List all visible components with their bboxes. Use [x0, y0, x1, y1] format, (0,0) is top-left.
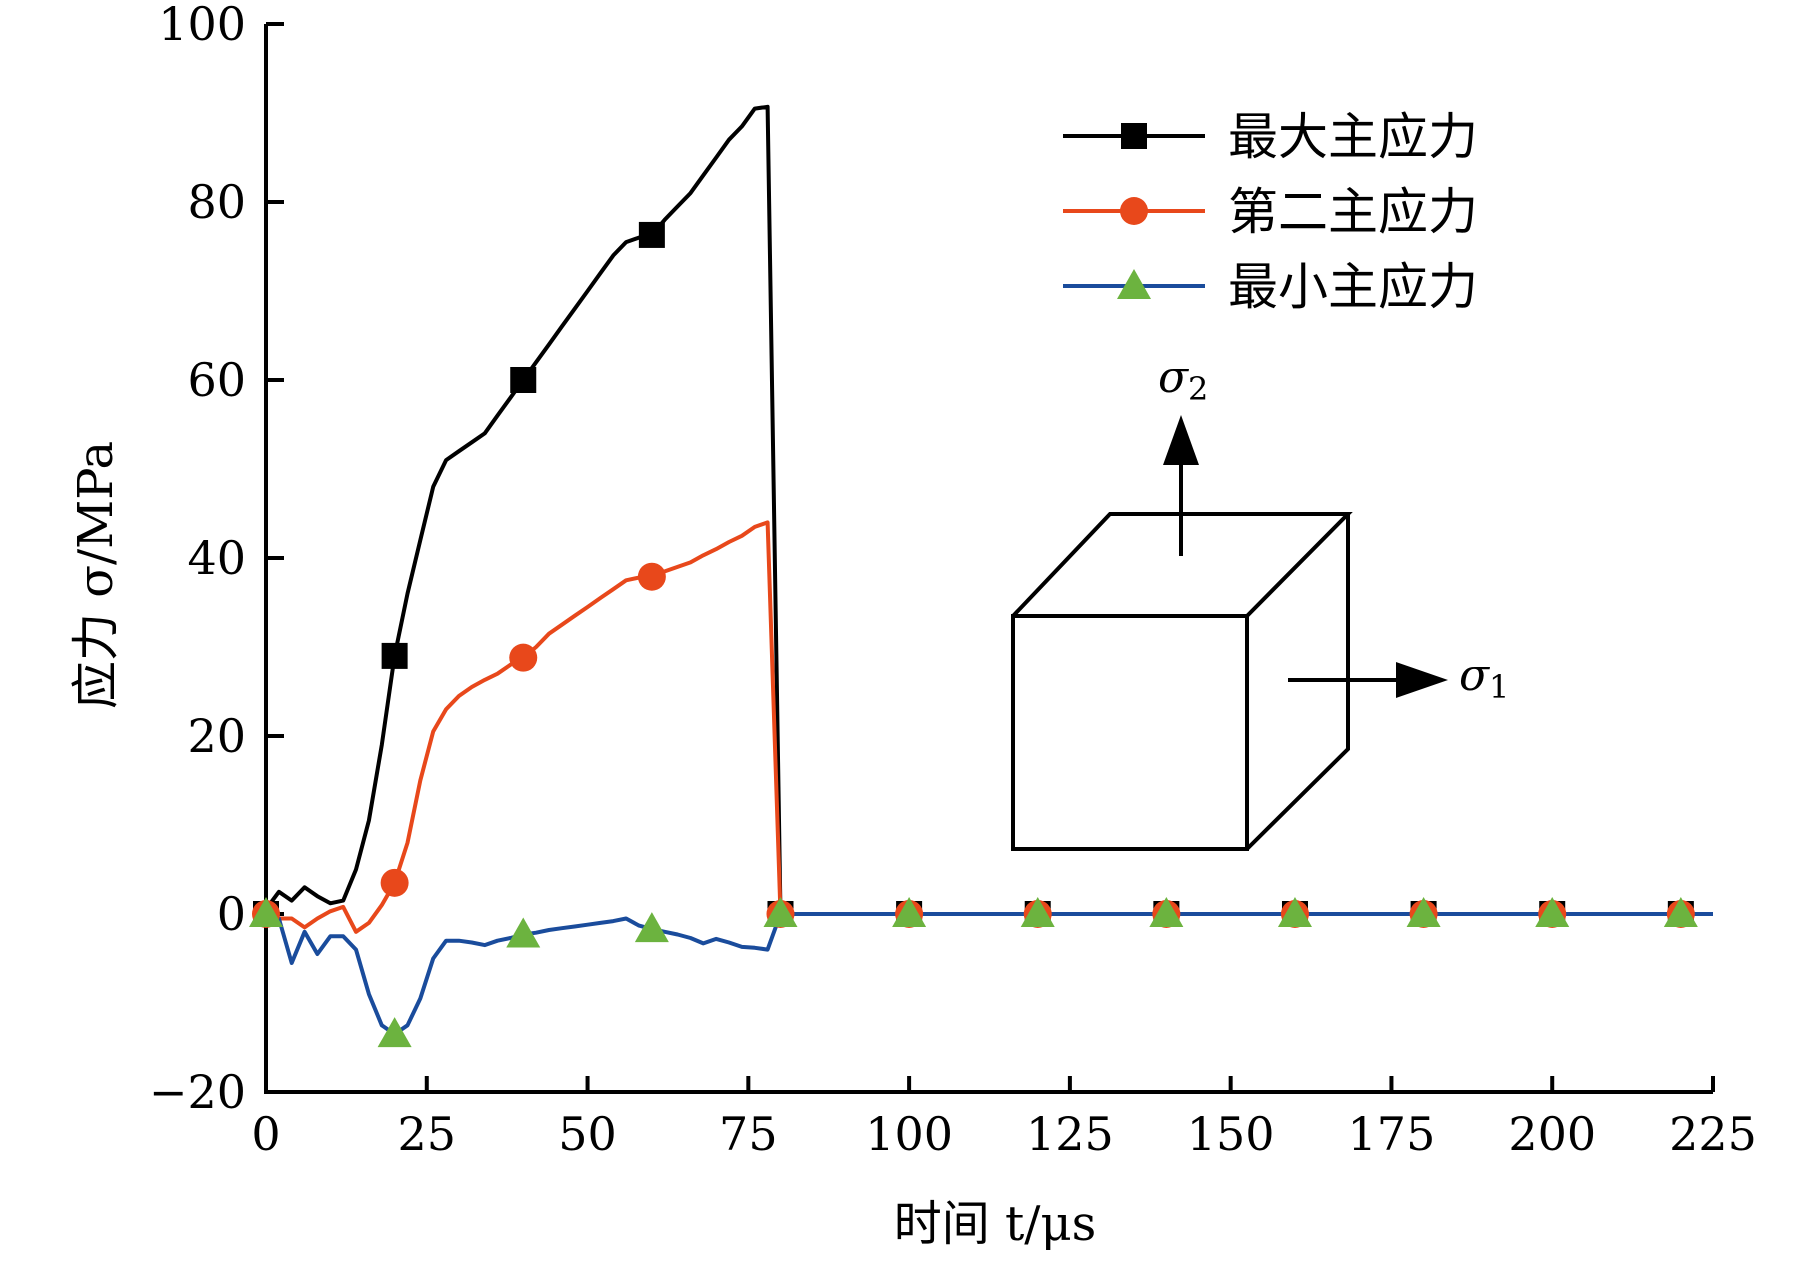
- series-min-principal-stress-marker: [1663, 897, 1698, 927]
- series-second-principal-stress-marker: [637, 562, 666, 591]
- series-min-principal-stress-marker: [1406, 897, 1441, 927]
- x-tick-label: 25: [398, 1107, 457, 1161]
- cube-top-face: [1011, 512, 1353, 618]
- y-tick-label: 100: [158, 0, 246, 51]
- y-tick-label: 40: [187, 531, 246, 585]
- series-max-principal-stress: [264, 104, 1713, 916]
- x-tick-label: 125: [1026, 1107, 1114, 1161]
- series-max-principal-stress-marker: [638, 221, 665, 248]
- series-min-principal-stress-marker: [506, 917, 541, 948]
- x-tick-label: 200: [1508, 1107, 1596, 1161]
- series-min-principal-stress-marker: [1020, 897, 1055, 927]
- y-tick-label: 80: [187, 175, 246, 229]
- series-min-principal-stress-marker: [249, 897, 283, 927]
- x-tick-label: 50: [558, 1107, 617, 1161]
- sigma2-arrow: [1163, 415, 1199, 556]
- series-min-principal-stress-marker: [1277, 897, 1312, 927]
- series-min-principal-stress-marker: [763, 897, 798, 927]
- series-second-principal-stress-marker: [509, 643, 538, 672]
- axes: [264, 24, 1713, 1094]
- x-tick-label: 100: [865, 1107, 953, 1161]
- legend-marker: [1117, 269, 1151, 299]
- sigma2-subscript: 2: [1188, 370, 1208, 408]
- y-tick-label: 60: [187, 353, 246, 407]
- cube-diagram: [1011, 512, 1353, 851]
- x-tick-label: 175: [1348, 1107, 1436, 1161]
- x-tick-label: 225: [1669, 1107, 1757, 1161]
- cube-front-face: [1011, 614, 1249, 851]
- x-tick-label: 75: [719, 1107, 778, 1161]
- y-tick-label: 0: [217, 887, 246, 941]
- series-min-principal-stress: [265, 912, 1713, 1037]
- y-tick-label: −20: [149, 1065, 246, 1119]
- y-axis-title: 应力 σ/MPa: [68, 441, 124, 709]
- x-axis-title: 时间 t/μs: [894, 1196, 1097, 1252]
- series-min-principal-stress-marker: [634, 912, 669, 943]
- cube-side-face: [1245, 514, 1350, 851]
- x-tick-label: 0: [251, 1107, 280, 1161]
- series-min-principal-stress-marker: [892, 897, 927, 927]
- sigma1-label: σ1: [1459, 650, 1509, 706]
- legend-label: 最小主应力: [1228, 258, 1478, 316]
- x-tick-label: 150: [1187, 1107, 1275, 1161]
- series-min-principal-stress-marker: [1535, 897, 1570, 927]
- tick-marks: [264, 22, 1715, 1094]
- legend-marker: [1121, 123, 1147, 149]
- legend-marker: [1120, 197, 1148, 225]
- series-markers: [249, 221, 1698, 1048]
- y-tick-label: 20: [187, 709, 246, 763]
- series-max-principal-stress-marker: [381, 642, 408, 669]
- series-min-principal-stress-marker: [377, 1017, 412, 1048]
- series-min-principal-stress-marker: [1149, 897, 1184, 927]
- sigma1-arrow: [1288, 662, 1448, 698]
- legend-label: 最大主应力: [1228, 108, 1478, 166]
- series-lines: [264, 104, 1713, 1037]
- sigma2-label: σ2: [1158, 352, 1208, 408]
- sigma1-subscript: 1: [1489, 668, 1509, 706]
- series-max-principal-stress-marker: [510, 367, 537, 393]
- series-second-principal-stress-marker: [380, 868, 409, 897]
- series-second-principal-stress: [265, 520, 1713, 934]
- legend-label: 第二主应力: [1228, 183, 1478, 241]
